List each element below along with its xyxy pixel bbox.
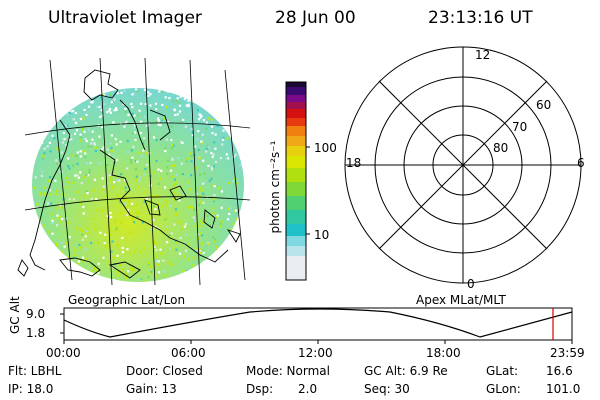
info-dsp-value: 2.0 bbox=[298, 382, 318, 396]
info-gc-alt: GC Alt: 6.9 Re bbox=[364, 364, 448, 378]
mlt-label-0: 0 bbox=[467, 277, 475, 291]
mlat-label-60: 60 bbox=[536, 98, 552, 112]
timeline-tick-3: 18:00 bbox=[426, 346, 461, 360]
geographic-image bbox=[17, 57, 251, 286]
info-glat-label: GLat: bbox=[486, 364, 519, 378]
timeline-y-label: GC Alt bbox=[8, 296, 22, 334]
mlat-label-80: 80 bbox=[493, 141, 509, 155]
timeline-y-top: 9.0 bbox=[26, 307, 46, 321]
coastlines bbox=[17, 69, 241, 279]
timeline-tick-1: 06:00 bbox=[171, 346, 206, 360]
timeline-tick-4: 23:59 bbox=[550, 346, 585, 360]
info-glat-value: 16.6 bbox=[546, 364, 573, 378]
apex-caption: Apex MLat/MLT bbox=[416, 293, 506, 307]
timeline-tick-2: 12:00 bbox=[298, 346, 333, 360]
timeline-y-bottom: 1.8 bbox=[26, 326, 46, 340]
geographic-caption: Geographic Lat/Lon bbox=[68, 293, 186, 307]
info-glon-label: GLon: bbox=[486, 382, 521, 396]
info-glon-value: 101.0 bbox=[546, 382, 581, 396]
mlt-label-18: 18 bbox=[346, 156, 362, 170]
info-door: Door: Closed bbox=[126, 364, 203, 378]
observation-time: 23:13:16 UT bbox=[428, 8, 533, 28]
info-filter: Flt: LBHL bbox=[8, 364, 62, 378]
orbit-timeline bbox=[60, 307, 573, 344]
info-gain: Gain: 13 bbox=[126, 382, 177, 396]
info-ip: IP: 18.0 bbox=[8, 382, 54, 396]
colorbar-unit-label: photon cm⁻²s⁻¹ bbox=[268, 140, 282, 234]
mlt-label-12: 12 bbox=[475, 48, 491, 62]
info-mode: Mode: Normal bbox=[246, 364, 330, 378]
observation-date: 28 Jun 00 bbox=[275, 8, 356, 28]
mlt-label-6: 6 bbox=[577, 156, 585, 170]
polar-plot bbox=[344, 46, 582, 284]
mlat-label-70: 70 bbox=[512, 120, 528, 134]
app-title: Ultraviolet Imager bbox=[48, 8, 202, 28]
colorbar-tick-10: 10 bbox=[314, 228, 330, 242]
info-seq: Seq: 30 bbox=[364, 382, 410, 396]
timeline-tick-0: 00:00 bbox=[46, 346, 81, 360]
info-dsp-label: Dsp: bbox=[246, 382, 274, 396]
colorbar-tick-100: 100 bbox=[314, 141, 337, 155]
colorbar bbox=[285, 81, 310, 281]
